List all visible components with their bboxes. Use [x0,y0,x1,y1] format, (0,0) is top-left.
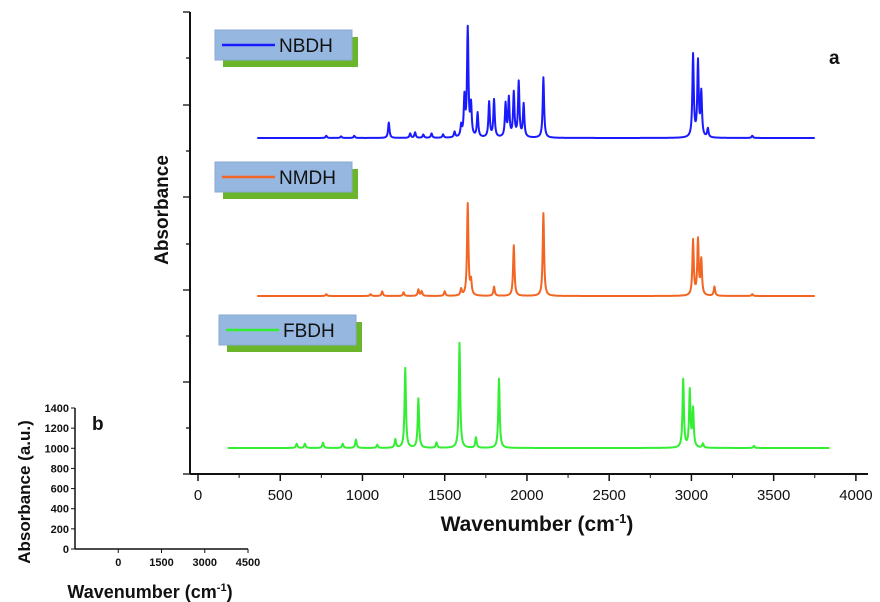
panel-b-y-tick-label: 1400 [45,403,69,415]
panel-b-y-tick-label: 200 [51,524,69,536]
panel-b-y-tick-label: 600 [51,484,69,496]
panel-b-x-title-sup: -1 [217,582,227,594]
series-line-nmdh [256,202,816,297]
panel-b-label: b [92,414,104,435]
panel-a-y-ticks [183,11,190,475]
panel-a-legends: NBDH NMDH FBDH [214,29,362,352]
legend-label: FBDH [283,321,335,342]
panel-a-y-axis-title: Absorbance [152,155,173,265]
panel-a-x-tick-label: 3000 [675,487,708,504]
series-line-fbdh [226,341,831,449]
legend-label: NMDH [279,168,336,189]
panel-a-x-axis-title: Wavenumber (cm-1) [441,511,634,536]
panel-b-y-tick-label: 400 [51,504,69,516]
legend-label: NBDH [279,36,333,57]
panel-a: 0 500 1000 1500 2000 2500 3000 3500 4000 NBDH NMD… [152,11,873,536]
panel-b-y-tick-label: 800 [51,463,69,475]
legend-fbdh: FBDH [218,314,362,352]
panel-a-x-title-sup: -1 [615,511,627,526]
panel-b-x-tick-label: 3000 [193,557,217,569]
panel-a-x-tick-label: 1500 [428,487,461,504]
panel-b-x-title-close: ) [227,582,233,602]
series-line-nbdh [256,24,816,139]
panel-b-x-tick-label: 1500 [149,557,173,569]
legend-nbdh: NBDH [214,29,358,67]
panel-a-x-tick-label: 0 [194,487,202,504]
panel-a-x-tick-label: 500 [268,487,293,504]
panel-b-y-tick-label: 1000 [45,443,69,455]
panel-a-x-tick-label: 2500 [592,487,625,504]
panel-a-x-tick-label: 1000 [346,487,379,504]
panel-b-x-tick-label: 0 [115,557,121,569]
panel-a-x-tick-label: 3500 [757,487,790,504]
panel-b-x-tick-label: 4500 [236,557,260,569]
panel-b-y-tick-label: 0 [63,544,69,556]
panel-a-label: a [829,48,840,69]
panel-b-y-ticks: 0 200 400 600 800 1000 1200 1400 [45,403,75,556]
panel-b-x-axis-title: Wavenumber (cm-1) [67,582,232,602]
panel-a-x-title-main: Wavenumber (cm [441,513,615,536]
panel-a-series [226,24,831,449]
panel-a-x-tick-label: 2000 [510,487,543,504]
legend-nmdh: NMDH [214,161,358,199]
panel-b: 0 1500 3000 4500 0200400600800100012001400 … [15,403,260,602]
panel-b-y-tick-label: 1200 [45,423,69,435]
panel-b-y-axis-title: Absorbance (a.u.) [15,420,34,564]
panel-a-x-title-close: ) [626,513,633,536]
panel-b-x-title-main: Wavenumber (cm [67,582,216,602]
panel-a-x-ticks: 0 500 1000 1500 2000 2500 3000 3500 4000 [194,474,873,504]
panel-b-x-ticks: 0 1500 3000 4500 [115,549,260,569]
panel-a-x-tick-label: 4000 [839,487,872,504]
